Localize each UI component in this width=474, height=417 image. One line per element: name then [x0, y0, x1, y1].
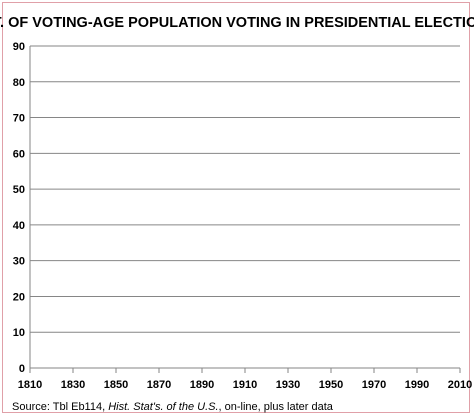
y-tick-label: 70: [13, 113, 25, 125]
source-note: Source: Tbl Eb114, Hist. Stat's. of the …: [12, 401, 334, 413]
y-tick-label: 60: [13, 148, 25, 160]
chart-frame: [2, 2, 470, 413]
y-tick-label: 50: [13, 184, 25, 196]
y-tick-label: 0: [19, 363, 25, 375]
x-tick-label: 1950: [319, 379, 343, 391]
x-tick-label: 2010: [448, 379, 472, 391]
y-tick-label: 20: [13, 291, 25, 303]
source-suffix: , on-line, plus later data: [219, 401, 334, 413]
y-tick-labels: 0 10 20 30 40 50 60 70 80 90: [13, 41, 25, 375]
source-prefix: Source: Tbl Eb114,: [12, 401, 108, 413]
y-tick-label: 80: [13, 77, 25, 89]
source-italic: Hist. Stat's. of the U.S.: [108, 401, 218, 413]
axes: [29, 46, 461, 373]
x-tick-label: 1910: [233, 379, 257, 391]
x-tick-label: 1930: [276, 379, 300, 391]
x-tick-label: 1830: [61, 379, 85, 391]
x-tick-label: 1970: [362, 379, 386, 391]
y-tick-label: 90: [13, 41, 25, 53]
y-tick-label: 30: [13, 256, 25, 268]
x-tick-label: 1870: [147, 379, 171, 391]
x-tick-label: 1990: [405, 379, 429, 391]
chart-title: PCT. OF VOTING-AGE POPULATION VOTING IN …: [0, 15, 474, 31]
x-tick-label: 1810: [18, 379, 42, 391]
x-tick-label: 1850: [104, 379, 128, 391]
y-tick-label: 40: [13, 220, 25, 232]
x-tick-labels: 1810 1830 1850 1870 1890 1910 1930 1950 1970 1990…: [18, 379, 472, 391]
x-tick-label: 1890: [190, 379, 214, 391]
gridlines: [30, 45, 460, 333]
y-tick-label: 10: [13, 327, 25, 339]
